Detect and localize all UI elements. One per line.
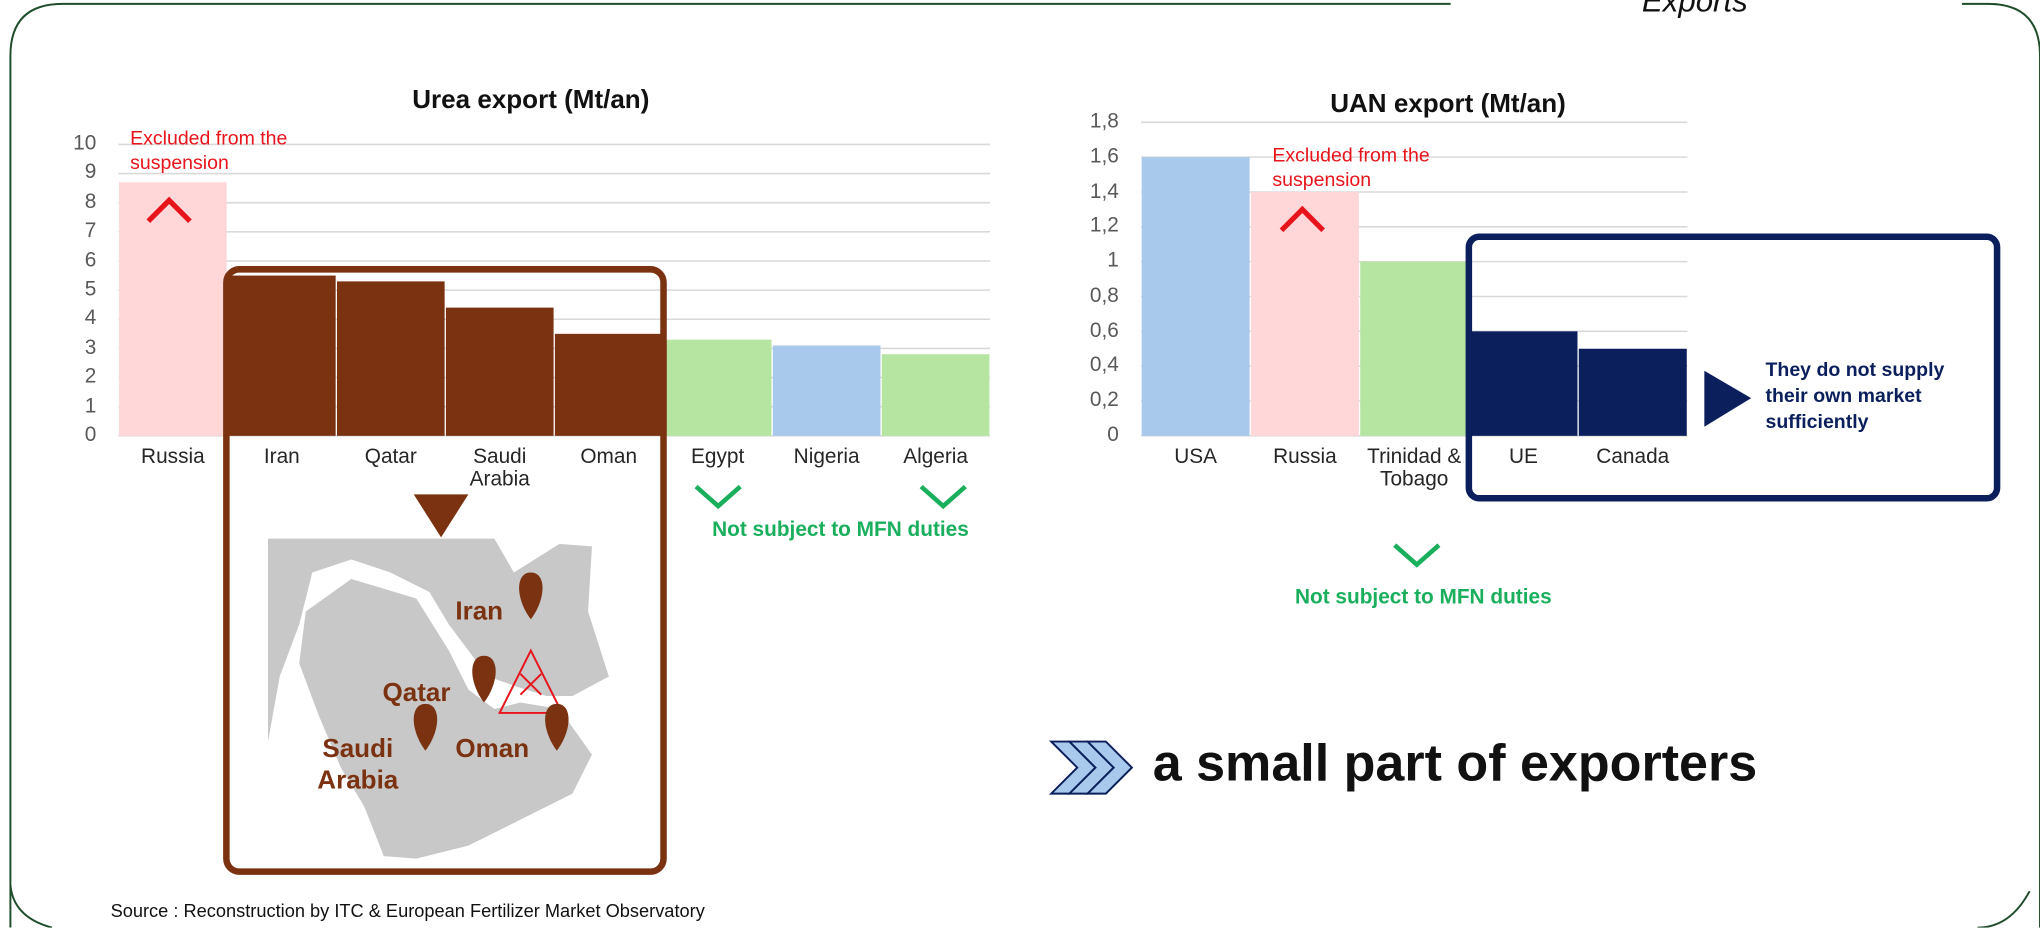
map-label: Qatar xyxy=(382,679,451,708)
header-title: Exports xyxy=(1641,0,1748,20)
pin xyxy=(545,703,569,751)
y-tick-label: 5 xyxy=(84,278,97,301)
y-tick-label: 0 xyxy=(84,424,97,447)
map-land xyxy=(299,578,592,859)
y-tick-label: 7 xyxy=(84,220,97,243)
y-tick-label: 1 xyxy=(1107,249,1119,273)
pin xyxy=(413,703,438,751)
y-tick-label: 8 xyxy=(84,190,97,214)
y-tick-label: 1,8 xyxy=(1089,110,1119,133)
frame xyxy=(1961,2,2040,928)
strait-cross xyxy=(519,673,542,696)
frame xyxy=(1977,890,2031,928)
y-tick-label: 0,6 xyxy=(1089,319,1119,342)
y-tick-label: 1,4 xyxy=(1089,180,1119,203)
y-tick-label: 2 xyxy=(84,365,97,388)
map-label: Saudi Arabia xyxy=(317,735,399,795)
red-chevron xyxy=(146,196,192,224)
bar xyxy=(881,354,990,436)
bar xyxy=(772,345,881,436)
chevrons-icon xyxy=(1048,740,1134,795)
x-tick-label: Oman xyxy=(580,446,638,469)
green-check xyxy=(1393,543,1441,568)
green-check xyxy=(694,484,742,510)
down-arrow xyxy=(413,494,469,538)
x-tick-label: UE xyxy=(1509,446,1538,469)
bar xyxy=(445,307,554,436)
x-tick-label: Trinidad & Tobago xyxy=(1367,446,1462,491)
bar xyxy=(1360,261,1469,436)
bar xyxy=(1578,348,1687,436)
x-tick-label: Saudi Arabia xyxy=(469,446,530,491)
y-tick-label: 0,4 xyxy=(1089,354,1119,377)
annotation: Not subject to MFN duties xyxy=(1294,586,1552,609)
y-tick-label: 3 xyxy=(84,336,97,359)
annotation: Excluded from the suspension xyxy=(1272,144,1430,192)
chart-title: UAN export (Mt/an) xyxy=(1330,89,1566,119)
self-supply-box xyxy=(1465,233,2001,502)
chart-title: Urea export (Mt/an) xyxy=(412,85,650,115)
annotation: They do not supply their own market suff… xyxy=(1765,359,1945,434)
x-tick-label: Iran xyxy=(263,446,300,469)
green-check xyxy=(919,484,967,510)
map-label: Oman xyxy=(455,735,530,764)
x-tick-label: Nigeria xyxy=(793,446,860,469)
y-tick-label: 0 xyxy=(1107,424,1119,447)
x-tick-label: Egypt xyxy=(691,446,745,469)
frame xyxy=(9,2,1451,928)
y-tick-label: 0,2 xyxy=(1089,389,1119,412)
y-tick-label: 10 xyxy=(73,132,97,155)
y-tick-label: 1 xyxy=(84,394,97,418)
bar xyxy=(554,333,663,436)
x-tick-label: Canada xyxy=(1596,446,1670,469)
right-arrow xyxy=(1704,370,1752,427)
red-chevron xyxy=(1279,205,1325,233)
map xyxy=(268,538,612,859)
bar xyxy=(1469,331,1578,436)
strait-warning xyxy=(498,648,564,714)
map-label: Iran xyxy=(455,597,504,626)
conclusion: a small part of exporters xyxy=(1152,735,1758,793)
pin xyxy=(519,572,543,620)
source: Source : Reconstruction by ITC & Europea… xyxy=(110,900,705,922)
pin xyxy=(472,655,496,703)
gulf-box xyxy=(223,266,667,875)
y-tick-label: 9 xyxy=(84,161,97,184)
annotation: Excluded from the suspension xyxy=(130,127,288,175)
x-tick-label: Qatar xyxy=(364,446,417,469)
y-tick-label: 0,8 xyxy=(1089,284,1119,307)
bar xyxy=(228,275,336,436)
bar xyxy=(663,339,772,436)
y-tick-label: 6 xyxy=(84,249,97,272)
x-tick-label: USA xyxy=(1174,446,1218,469)
bar xyxy=(119,182,227,436)
x-tick-label: Russia xyxy=(141,446,205,469)
x-tick-label: Russia xyxy=(1273,446,1337,469)
bar xyxy=(1250,191,1359,436)
x-tick-label: Algeria xyxy=(903,446,968,469)
annotation: Not subject to MFN duties xyxy=(712,519,969,542)
y-tick-label: 4 xyxy=(84,307,97,330)
frame xyxy=(9,884,53,928)
y-tick-label: 1,6 xyxy=(1089,145,1119,168)
bar xyxy=(1141,157,1250,436)
bar xyxy=(336,281,445,436)
y-tick-label: 1,2 xyxy=(1089,215,1119,238)
